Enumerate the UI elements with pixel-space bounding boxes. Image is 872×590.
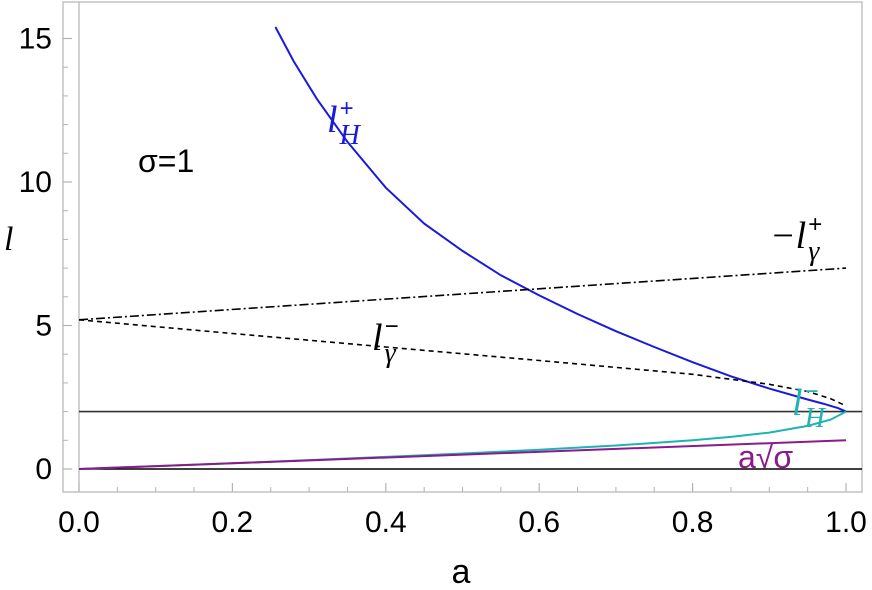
svg-text:a√σ: a√σ [738,439,793,475]
plot-frame [62,1,863,493]
label-l-h-minus: l− H [792,378,827,434]
sigma-annotation: σ=1 [138,143,194,179]
x-axis-label: a [452,553,471,590]
label-l-h-plus: l+ H [327,95,362,151]
x-tick-label: 1.0 [825,506,867,539]
y-tick-label: 10 [19,166,52,199]
svg-text:l−H: l− H [792,378,827,434]
x-tick-label: 0.4 [365,506,407,539]
x-tick-label: 0.8 [672,506,714,539]
y-axis-label: l [4,221,13,258]
series-line-l-h-minus [78,410,847,470]
y-tick-label: 5 [35,310,52,343]
series-line-l-gamma-minus [78,319,847,407]
svg-text:−l+γ: −l+ γ [770,211,822,267]
ticks: 0.0 0.2 0.4 0.6 0.8 1.0 0 5 10 15 [19,23,867,540]
series-line-minus-l-gamma-plus [78,267,847,321]
curve-labels: l+ H l− H a√σ −l+ γ l− γ [327,95,827,475]
label-l-gamma-minus: l− γ [372,313,399,369]
x-tick-label: 0.0 [58,506,100,539]
label-a-sqrt-sigma: a√σ [738,439,793,475]
series-line-l-h-plus [274,26,847,413]
x-tick-label: 0.6 [518,506,560,539]
curves [78,26,862,470]
svg-text:l+H: l+ H [327,95,362,151]
y-tick-label: 0 [35,453,52,486]
svg-text:l−γ: l− γ [372,313,399,369]
series-line-a-sqrt-sigma [78,439,847,470]
y-tick-label: 15 [19,23,52,56]
x-tick-label: 0.2 [212,506,254,539]
label-minus-l-gamma-plus: −l+ γ [770,211,822,267]
